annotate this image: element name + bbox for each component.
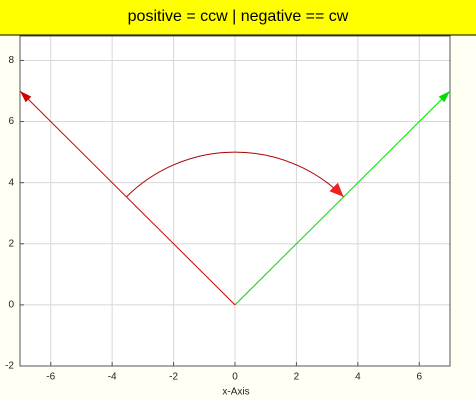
x-tick-label: -4 bbox=[108, 372, 117, 383]
grid bbox=[20, 36, 450, 367]
x-tick-label: 4 bbox=[355, 372, 361, 383]
x-tick-label: 2 bbox=[294, 372, 300, 383]
y-tick-label: 4 bbox=[8, 177, 14, 188]
chart-title: positive = ccw | negative == cw bbox=[128, 8, 349, 25]
arrowhead bbox=[438, 91, 450, 103]
y-tick-label: 8 bbox=[8, 55, 14, 66]
x-axis-label: x-Axis bbox=[222, 387, 249, 398]
x-tick-label: 0 bbox=[232, 372, 238, 383]
y-tick-label: 6 bbox=[8, 116, 14, 127]
title-bar bbox=[0, 0, 476, 35]
x-tick-label: -6 bbox=[46, 372, 55, 383]
x-tick-label: 6 bbox=[417, 372, 423, 383]
x-tick-label: -2 bbox=[169, 372, 178, 383]
y-tick-label: 2 bbox=[8, 238, 14, 249]
angle-arc bbox=[126, 151, 344, 198]
y-tick-label: -2 bbox=[5, 361, 14, 372]
arrowhead bbox=[329, 182, 344, 197]
vector bbox=[234, 90, 451, 306]
arrowhead bbox=[20, 91, 32, 103]
y-tick-label: 0 bbox=[8, 300, 14, 311]
vector bbox=[19, 90, 236, 306]
